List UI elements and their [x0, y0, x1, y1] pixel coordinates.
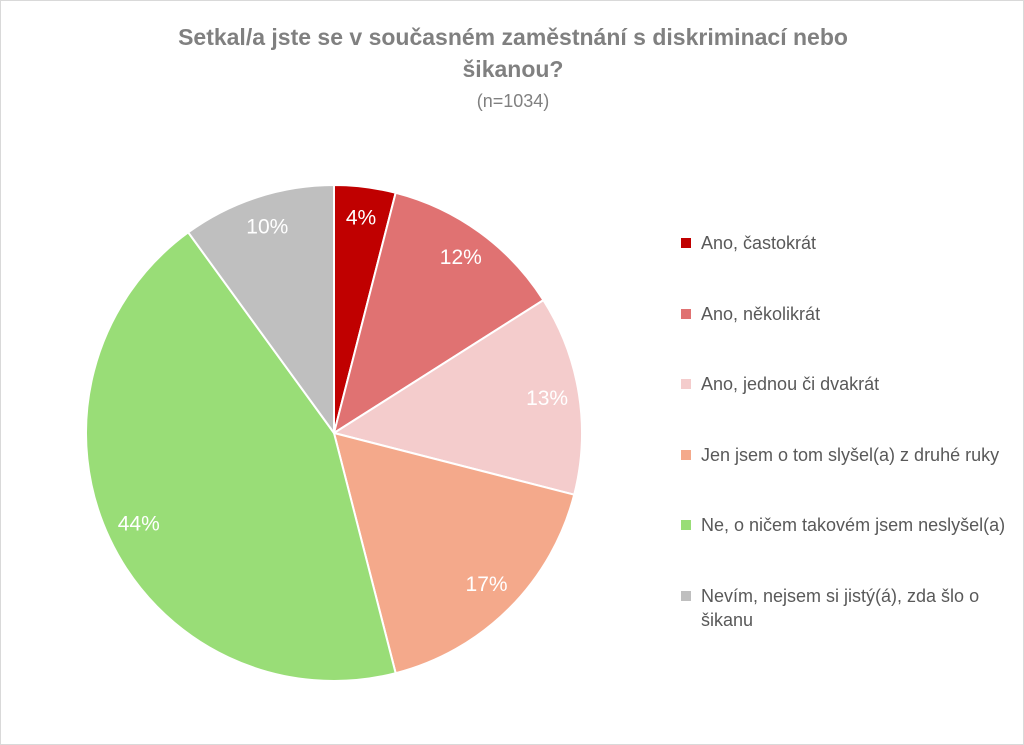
legend-swatch — [681, 379, 691, 389]
legend-entry: Nevím, nejsem si jistý(á), zda šlo o šik… — [681, 584, 1011, 632]
pie-slice — [332, 431, 576, 675]
pie-slice — [331, 298, 583, 496]
legend-swatch — [681, 238, 691, 248]
legend-swatch — [681, 449, 691, 460]
legend-label: Ano, jednou či dvakrát — [701, 374, 880, 394]
data-label: 10% — [246, 215, 288, 238]
data-label: 44% — [118, 512, 160, 535]
legend-label: Nevím, nejsem si jistý(á), zda šlo o šik… — [701, 585, 980, 630]
pie-slice — [186, 183, 335, 437]
legend-swatch — [681, 308, 691, 319]
data-label: 17% — [466, 573, 508, 596]
legend-entry: Jen jsem o tom slyšel(a) z druhé ruky — [681, 443, 1011, 467]
pie-slice — [85, 230, 397, 682]
pie-slice — [332, 191, 545, 436]
legend-entry: Ano, několikrát — [681, 302, 1011, 326]
legend-swatch — [681, 520, 691, 530]
chart-title: Setkal/a jste se v současném zaměstnání … — [178, 24, 848, 82]
legend-entry: Ano, častokrát — [681, 231, 1011, 255]
data-label: 4% — [346, 206, 376, 229]
legend-entry: Ne, o ničem takovém jsem neslyšel(a) — [681, 513, 1011, 537]
data-label: 12% — [440, 246, 482, 269]
legend-label: Jen jsem o tom slyšel(a) z druhé ruky — [701, 444, 1000, 465]
legend-swatch — [681, 590, 691, 601]
legend-entry: Ano, jednou či dvakrát — [681, 372, 1011, 396]
legend-label: Ano, častokrát — [701, 233, 817, 253]
data-label: 13% — [526, 387, 568, 410]
chart-subtitle: (n=1034) — [476, 91, 550, 111]
legend-label: Ano, několikrát — [701, 303, 821, 324]
legend-label: Ne, o ničem takovém jsem neslyšel(a) — [701, 515, 1006, 535]
